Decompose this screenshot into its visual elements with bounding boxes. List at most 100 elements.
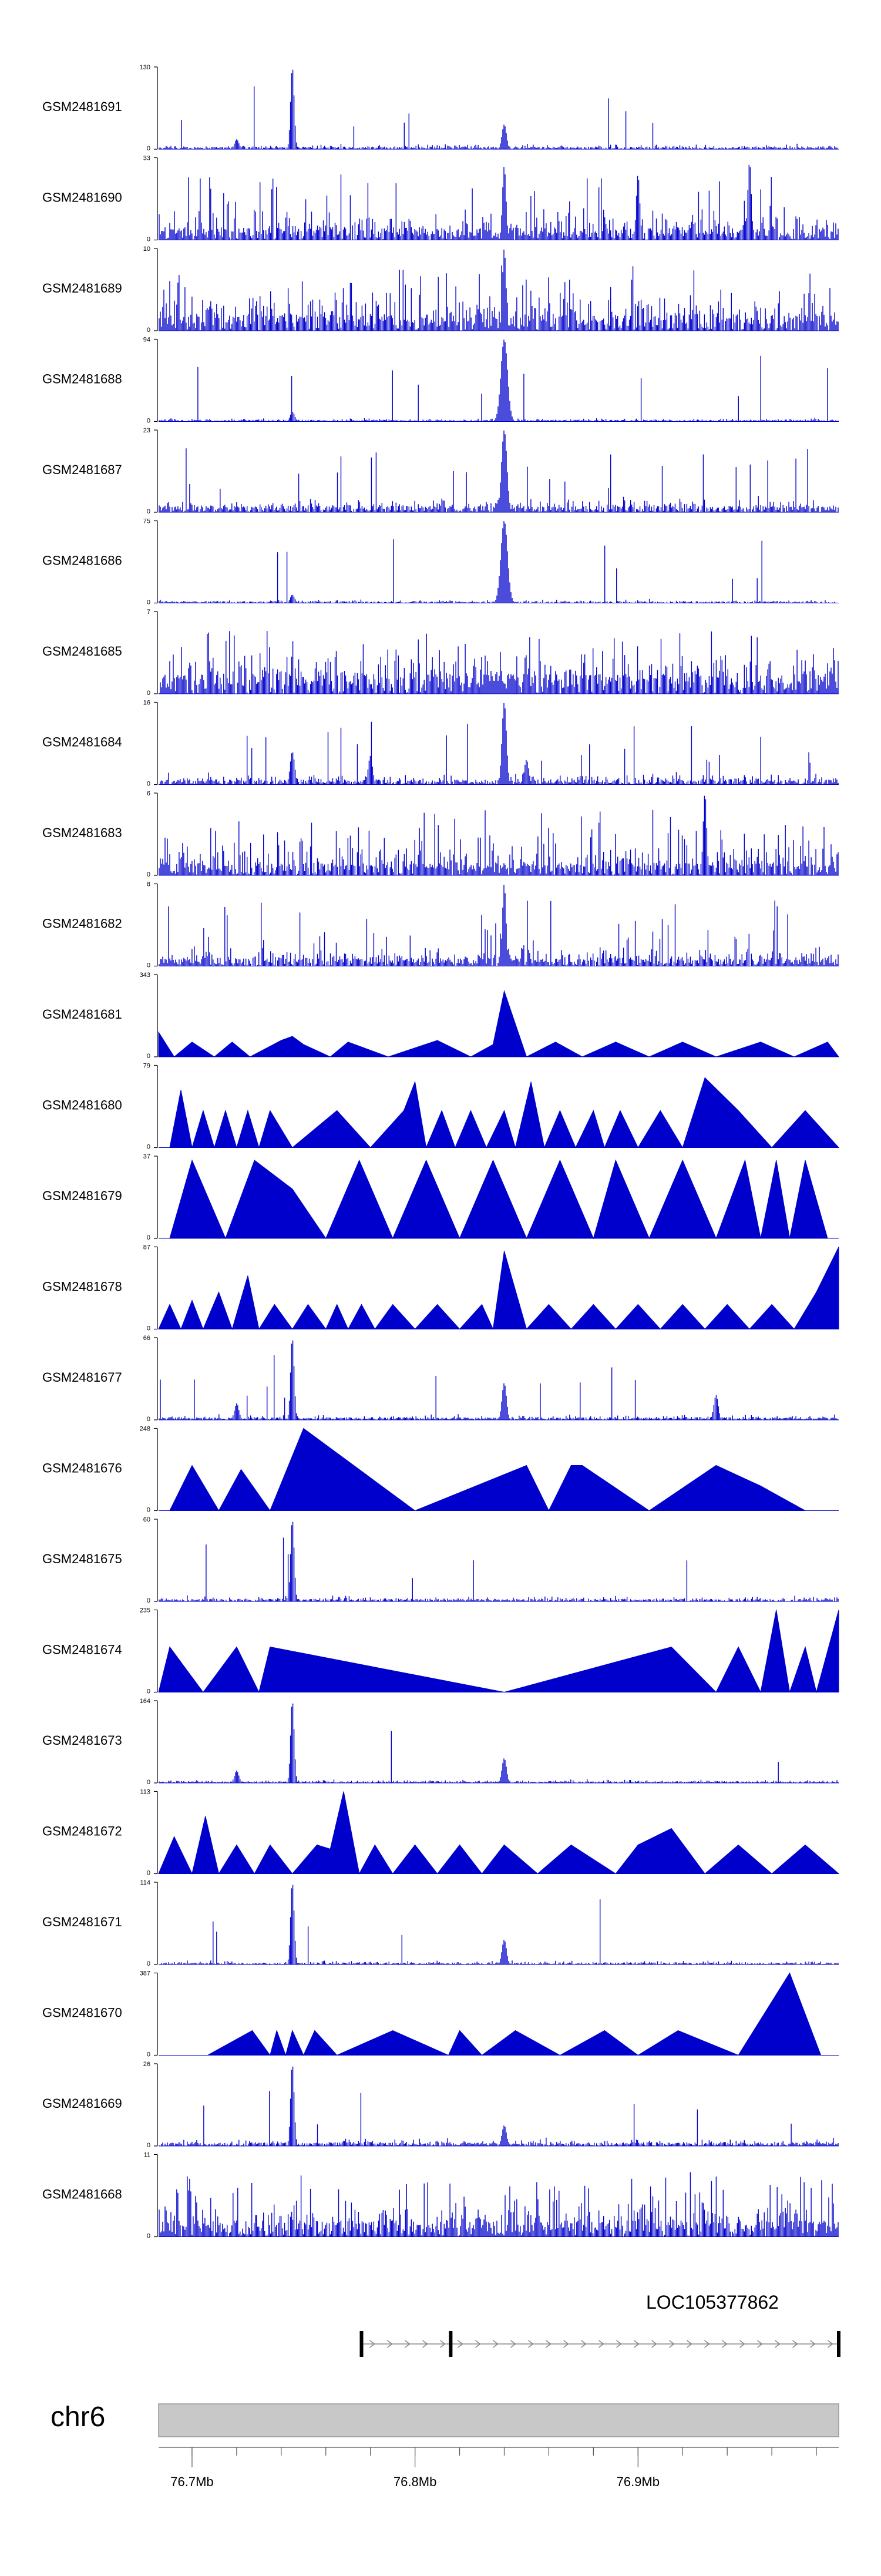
track-label: GSM2481672 xyxy=(42,1824,122,1839)
y-max-label: 16 xyxy=(143,700,150,707)
strand-arrow xyxy=(722,2340,728,2348)
y-min-label: 0 xyxy=(147,1234,150,1241)
track-GSM2481675: GSM2481675 60 0 xyxy=(42,1516,839,1604)
y-min-label: 0 xyxy=(147,418,150,425)
track-GSM2481671: GSM2481671 114 0 xyxy=(42,1879,839,1967)
signal-bars xyxy=(159,885,839,966)
signal-bars xyxy=(159,2066,839,2146)
track-label: GSM2481677 xyxy=(42,1370,122,1385)
y-max-label: 33 xyxy=(143,155,150,162)
x-axis: 76.7Mb 76.8Mb 76.9Mb xyxy=(159,2447,839,2489)
track-GSM2481679: GSM2481679 37 0 xyxy=(42,1153,839,1241)
y-min-label: 0 xyxy=(147,236,150,243)
track-GSM2481689: GSM2481689 10 0 xyxy=(42,246,839,334)
exon xyxy=(359,2331,364,2357)
track-GSM2481669: GSM2481669 26 0 xyxy=(42,2061,839,2149)
y-min-label: 0 xyxy=(147,1507,150,1514)
track-GSM2481678: GSM2481678 87 0 xyxy=(42,1244,839,1332)
x-tick-label: 76.9Mb xyxy=(617,2474,660,2489)
signal-area xyxy=(158,1247,839,1331)
gene-label: LOC105377862 xyxy=(646,2292,779,2313)
track-GSM2481680: GSM2481680 79 0 xyxy=(42,1063,840,1151)
track-GSM2481690: GSM2481690 33 0 xyxy=(42,155,839,243)
y-min-label: 0 xyxy=(147,1960,150,1967)
strand-arrow xyxy=(634,2340,640,2348)
strand-arrow xyxy=(810,2340,816,2348)
track-GSM2481684: GSM2481684 16 0 xyxy=(42,700,839,788)
strand-arrow xyxy=(669,2340,675,2348)
track-label: GSM2481687 xyxy=(42,462,122,477)
y-min-label: 0 xyxy=(147,1779,150,1786)
signal-bars xyxy=(159,703,839,785)
y-min-label: 0 xyxy=(147,1144,150,1151)
strand-arrow xyxy=(757,2340,763,2348)
track-label: GSM2481688 xyxy=(42,372,122,387)
signal-bars xyxy=(159,69,839,149)
track-label: GSM2481674 xyxy=(42,1643,122,1657)
gene-track: LOC105377862 xyxy=(359,2292,840,2357)
strand-arrow xyxy=(475,2340,481,2348)
exon xyxy=(837,2331,840,2357)
track-label: GSM2481669 xyxy=(42,2096,122,2111)
y-min-label: 0 xyxy=(147,1870,150,1877)
track-label: GSM2481680 xyxy=(42,1098,122,1113)
strand-arrow xyxy=(651,2340,657,2348)
y-min-label: 0 xyxy=(147,1597,150,1604)
signal-bars xyxy=(159,249,839,331)
y-max-label: 37 xyxy=(143,1153,150,1160)
exon xyxy=(449,2331,453,2357)
y-min-label: 0 xyxy=(147,2142,150,2149)
signal-area xyxy=(207,1972,822,2057)
track-GSM2481677: GSM2481677 66 0 xyxy=(42,1335,839,1423)
strand-arrow xyxy=(422,2340,428,2348)
y-min-label: 0 xyxy=(147,327,150,334)
signal-area xyxy=(169,1428,806,1512)
x-tick-label: 76.8Mb xyxy=(394,2474,436,2489)
signal-area xyxy=(169,1077,840,1149)
track-GSM2481688: GSM2481688 94 0 xyxy=(42,337,839,425)
track-GSM2481676: GSM2481676 248 0 xyxy=(42,1426,839,1514)
y-min-label: 0 xyxy=(147,508,150,515)
y-min-label: 0 xyxy=(147,781,150,788)
y-max-label: 8 xyxy=(147,881,150,888)
track-label: GSM2481681 xyxy=(42,1007,122,1022)
y-max-label: 164 xyxy=(140,1698,150,1705)
strand-arrow xyxy=(581,2340,587,2348)
signal-bars xyxy=(159,164,839,240)
strand-arrow xyxy=(546,2340,552,2348)
y-max-label: 130 xyxy=(140,64,150,71)
track-GSM2481691: GSM2481691 130 0 xyxy=(42,64,839,152)
track-GSM2481681: GSM2481681 343 0 xyxy=(42,972,840,1060)
strand-arrow xyxy=(598,2340,604,2348)
y-max-label: 60 xyxy=(143,1516,150,1523)
chromosome-label: chr6 xyxy=(51,2402,105,2433)
signal-bars xyxy=(159,1522,839,1601)
strand-arrow xyxy=(775,2340,781,2348)
y-min-label: 0 xyxy=(147,871,150,878)
track-label: GSM2481686 xyxy=(42,553,122,568)
track-GSM2481670: GSM2481670 387 0 xyxy=(42,1970,839,2058)
strand-arrow xyxy=(440,2340,446,2348)
strand-arrow xyxy=(687,2340,692,2348)
y-min-label: 0 xyxy=(147,690,150,697)
track-GSM2481682: GSM2481682 8 0 xyxy=(42,881,839,969)
y-min-label: 0 xyxy=(147,1416,150,1423)
track-GSM2481687: GSM2481687 23 0 xyxy=(42,427,839,515)
chromosome-band xyxy=(158,2403,839,2437)
signal-bars xyxy=(159,521,839,603)
y-max-label: 66 xyxy=(143,1335,150,1342)
signal-bars xyxy=(159,795,839,875)
strand-arrow xyxy=(828,2340,833,2348)
y-max-label: 7 xyxy=(147,609,150,616)
y-max-label: 23 xyxy=(143,427,150,434)
y-max-label: 87 xyxy=(143,1244,150,1251)
y-max-label: 94 xyxy=(143,337,150,344)
track-label: GSM2481684 xyxy=(42,735,122,750)
strand-arrow xyxy=(493,2340,499,2348)
y-min-label: 0 xyxy=(147,2233,150,2240)
y-min-label: 0 xyxy=(147,599,150,606)
track-GSM2481674: GSM2481674 235 0 xyxy=(42,1607,839,1695)
signal-bars xyxy=(159,1340,839,1420)
strand-arrow xyxy=(563,2340,569,2348)
strand-arrow xyxy=(616,2340,622,2348)
